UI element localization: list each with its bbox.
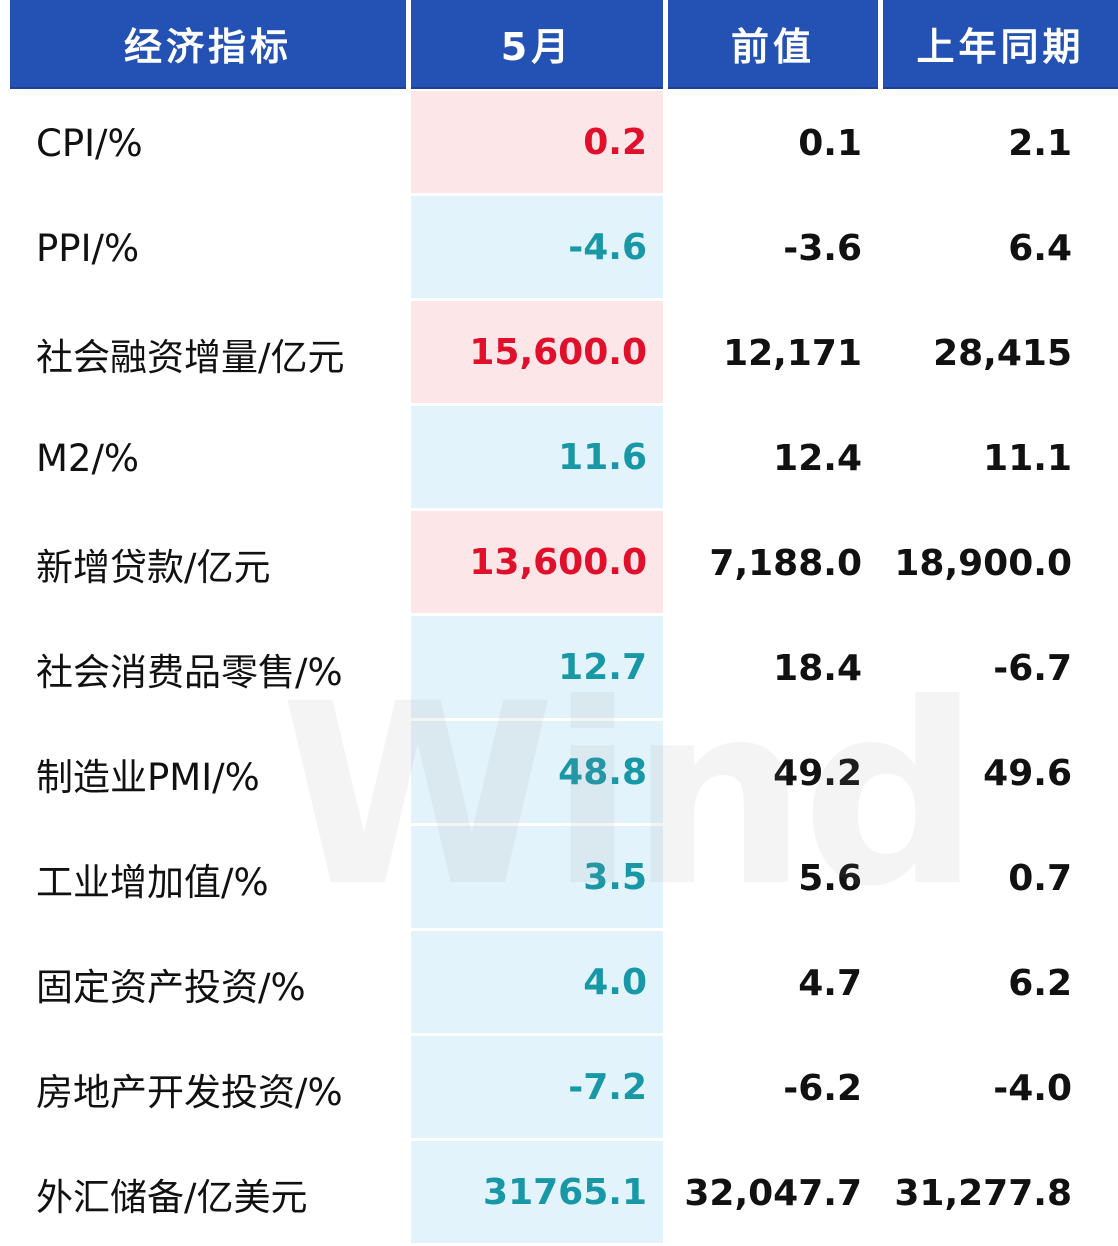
- may-value: 11.6: [411, 406, 663, 511]
- last-year-value: 31,277.8: [894, 1173, 1072, 1214]
- table-row: CPI/% 0.2 0.1 2.1: [0, 91, 1118, 196]
- previous-value: 0.1: [798, 123, 862, 164]
- may-value: -4.6: [411, 196, 663, 301]
- table-row: 社会消费品零售/% 12.7 18.4 -6.7: [0, 616, 1118, 721]
- may-value: 0.2: [411, 91, 663, 196]
- may-value: 12.7: [411, 616, 663, 721]
- table-row: 固定资产投资/% 4.0 4.7 6.2: [0, 931, 1118, 1036]
- may-value: 48.8: [411, 721, 663, 826]
- header-indicator: 经济指标: [10, 0, 406, 89]
- indicator-name: PPI/%: [36, 227, 140, 270]
- may-value: 31765.1: [411, 1141, 663, 1246]
- indicator-name: 外汇储备/亿美元: [36, 1175, 308, 1219]
- table-row: 制造业PMI/% 48.8 49.2 49.6: [0, 721, 1118, 826]
- previous-value: 18.4: [773, 648, 862, 689]
- table-row: 新增贷款/亿元 13,600.0 7,188.0 18,900.0: [0, 511, 1118, 616]
- previous-value: -6.2: [783, 1068, 862, 1109]
- previous-value: 4.7: [798, 963, 862, 1004]
- previous-value: 12,171: [723, 333, 862, 374]
- last-year-value: 6.2: [1008, 963, 1072, 1004]
- last-year-value: -6.7: [993, 648, 1072, 689]
- last-year-value: 0.7: [1008, 858, 1072, 899]
- header-last-year: 上年同期: [883, 0, 1118, 89]
- last-year-value: 18,900.0: [894, 543, 1072, 584]
- indicator-name: M2/%: [36, 437, 140, 480]
- last-year-value: 28,415: [933, 333, 1072, 374]
- last-year-value: -4.0: [993, 1068, 1072, 1109]
- last-year-value: 6.4: [1008, 228, 1072, 269]
- header-previous: 前值: [668, 0, 878, 89]
- last-year-value: 49.6: [983, 753, 1072, 794]
- table-row: 社会融资增量/亿元 15,600.0 12,171 28,415: [0, 301, 1118, 406]
- previous-value: 7,188.0: [709, 543, 862, 584]
- last-year-value: 2.1: [1008, 123, 1072, 164]
- previous-value: 5.6: [798, 858, 862, 899]
- indicator-name: 社会消费品零售/%: [36, 650, 343, 694]
- table-header: 经济指标 5月 前值 上年同期: [0, 0, 1118, 91]
- may-value: 4.0: [411, 931, 663, 1036]
- indicator-name: CPI/%: [36, 122, 143, 165]
- header-may: 5月: [411, 0, 663, 89]
- indicator-name: 固定资产投资/%: [36, 965, 306, 1009]
- may-value: 13,600.0: [411, 511, 663, 616]
- indicator-name: 制造业PMI/%: [36, 755, 260, 799]
- table-row: 房地产开发投资/% -7.2 -6.2 -4.0: [0, 1036, 1118, 1141]
- indicator-name: 社会融资增量/亿元: [36, 335, 345, 379]
- table-row: 工业增加值/% 3.5 5.6 0.7: [0, 826, 1118, 931]
- may-value: 15,600.0: [411, 301, 663, 406]
- may-value: -7.2: [411, 1036, 663, 1141]
- indicator-name: 工业增加值/%: [36, 860, 269, 904]
- table-row: 外汇储备/亿美元 31765.1 32,047.7 31,277.8: [0, 1141, 1118, 1246]
- last-year-value: 11.1: [983, 438, 1072, 479]
- previous-value: 32,047.7: [684, 1173, 862, 1214]
- table-row: PPI/% -4.6 -3.6 6.4: [0, 196, 1118, 301]
- previous-value: -3.6: [783, 228, 862, 269]
- may-value: 3.5: [411, 826, 663, 931]
- indicator-name: 房地产开发投资/%: [36, 1070, 343, 1114]
- previous-value: 12.4: [773, 438, 862, 479]
- table-row: M2/% 11.6 12.4 11.1: [0, 406, 1118, 511]
- table-body: CPI/% 0.2 0.1 2.1 PPI/% -4.6 -3.6 6.4 社会…: [0, 91, 1118, 1246]
- previous-value: 49.2: [773, 753, 862, 794]
- indicator-name: 新增贷款/亿元: [36, 545, 271, 589]
